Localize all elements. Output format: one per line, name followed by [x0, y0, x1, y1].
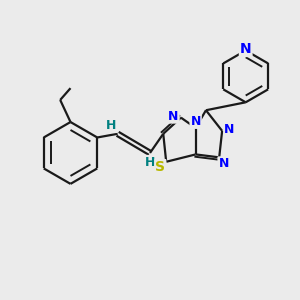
- Text: N: N: [218, 157, 229, 170]
- Text: N: N: [168, 110, 179, 123]
- Text: N: N: [240, 42, 251, 56]
- Text: H: H: [106, 119, 116, 132]
- Text: N: N: [224, 123, 235, 136]
- Text: S: S: [155, 160, 165, 174]
- Text: H: H: [145, 156, 155, 169]
- Text: N: N: [190, 115, 201, 128]
